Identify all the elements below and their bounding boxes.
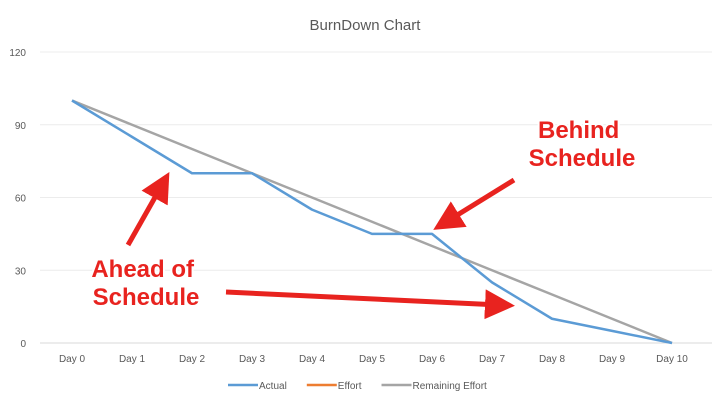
x-tick-label: Day 5 [359, 354, 386, 365]
x-tick-label: Day 6 [419, 354, 446, 365]
x-tick-label: Day 2 [179, 354, 206, 365]
annotation-ahead-of-schedule: Ahead of Schedule [91, 256, 200, 311]
chart-title: BurnDown Chart [310, 17, 422, 34]
x-tick-label: Day 8 [539, 354, 566, 365]
legend-label: Actual [259, 381, 287, 392]
x-tick-label: Day 9 [599, 354, 626, 365]
x-tick-label: Day 1 [119, 354, 146, 365]
series-line-remaining-effort [71, 99, 673, 345]
y-tick-label: 120 [9, 48, 26, 59]
y-tick-label: 30 [15, 266, 27, 277]
arrow-behind [433, 177, 516, 230]
x-tick-label: Day 10 [656, 354, 688, 365]
x-tick-label: Day 0 [59, 354, 86, 365]
y-tick-label: 90 [15, 121, 27, 132]
y-tick-label: 60 [15, 194, 27, 205]
x-tick-label: Day 7 [479, 354, 506, 365]
series-line-actual [71, 99, 673, 345]
arrow-ahead-2 [225, 289, 515, 320]
annotation-behind-schedule: Behind Schedule [529, 117, 636, 172]
legend-label: Effort [338, 381, 362, 392]
legend-label: Remaining Effort [413, 381, 488, 392]
x-tick-label: Day 4 [299, 354, 326, 365]
arrow-ahead-1 [125, 171, 170, 247]
x-tick-label: Day 3 [239, 354, 266, 365]
y-tick-label: 0 [20, 339, 26, 350]
